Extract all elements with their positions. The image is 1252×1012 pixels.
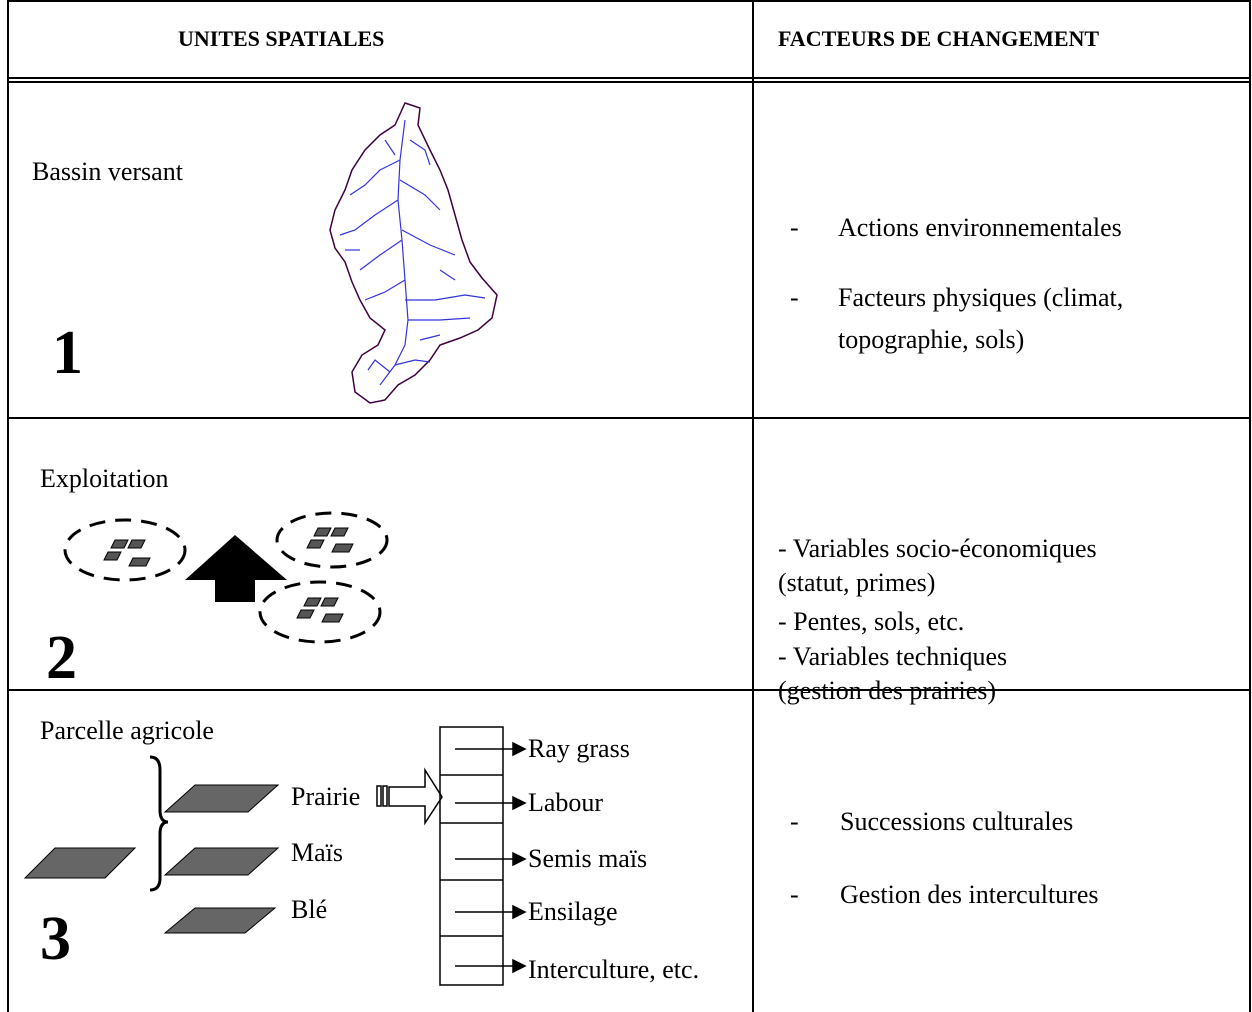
factor-line: - Variables techniques (778, 642, 1007, 672)
row-label: Bassin versant (32, 157, 183, 187)
factor-line: (gestion des prairies) (778, 676, 996, 706)
factor-line: - Variables socio-économiques (778, 534, 1097, 564)
page: UNITES SPATIALES FACTEURS DE CHANGEMENT … (0, 0, 1252, 1012)
sequence-label: Interculture, etc. (528, 955, 699, 985)
sequence-label: Labour (528, 788, 603, 818)
crop-label: Prairie (291, 782, 360, 812)
bullet: - (790, 283, 799, 313)
parcel-diagram (25, 727, 525, 985)
crop-label: Blé (291, 895, 327, 925)
row-number: 2 (46, 627, 77, 689)
bullet: - (790, 807, 799, 837)
column-header: UNITES SPATIALES (178, 24, 384, 54)
sequence-label: Ensilage (528, 897, 618, 927)
bullet: - (790, 213, 799, 243)
factor: Gestion des intercultures (840, 880, 1099, 910)
farm-diagram (65, 513, 387, 642)
sequence-label: Ray grass (528, 734, 630, 764)
column-header: FACTEURS DE CHANGEMENT (778, 24, 1099, 54)
row-number: 1 (52, 322, 83, 384)
factor: Successions culturales (840, 807, 1073, 837)
row-label: Parcelle agricole (40, 716, 214, 746)
row-number: 3 (40, 908, 71, 970)
factor: Actions environnementales (838, 213, 1122, 243)
factor: Facteurs physiques (climat, topographie,… (838, 277, 1208, 361)
sequence-label: Semis maïs (528, 844, 647, 874)
crop-label: Maïs (291, 838, 343, 868)
factor-line: - Pentes, sols, etc. (778, 607, 964, 637)
row-label: Exploitation (40, 464, 169, 494)
bullet: - (790, 880, 799, 910)
factor-line: (statut, primes) (778, 568, 935, 598)
watershed-map (330, 103, 497, 403)
